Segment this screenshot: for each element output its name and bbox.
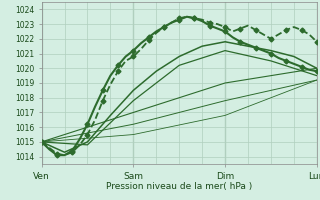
- X-axis label: Pression niveau de la mer( hPa ): Pression niveau de la mer( hPa ): [106, 182, 252, 191]
